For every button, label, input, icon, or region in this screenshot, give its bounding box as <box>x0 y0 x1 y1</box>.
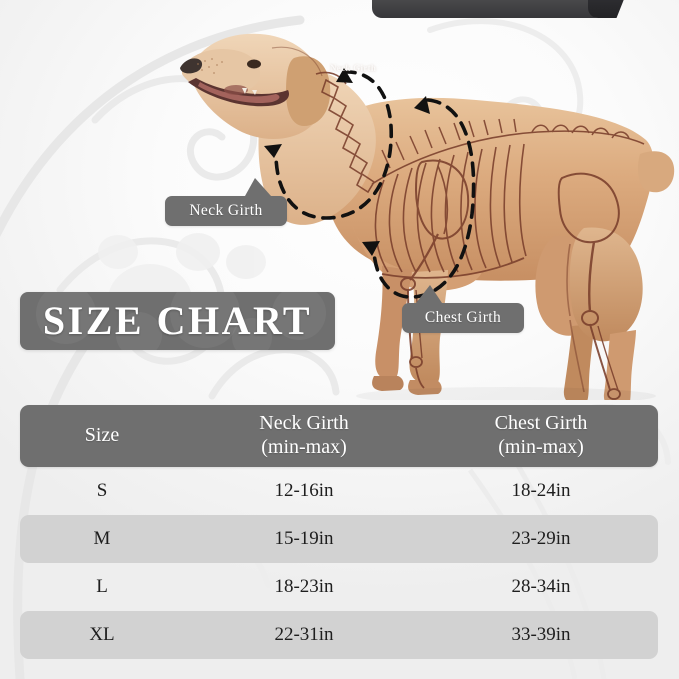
table-row: XL 22-31in 33-39in <box>20 611 658 659</box>
table-header-row: Size Neck Girth (min-max) Chest Girth (m… <box>20 405 658 467</box>
table-row: M 15-19in 23-29in <box>20 515 658 563</box>
column-header-neck-line2: (min-max) <box>261 436 347 458</box>
cell-neck: 22-31in <box>274 623 334 645</box>
callout-neck-label: Neck Girth <box>189 202 263 219</box>
cell-chest: 33-39in <box>511 623 571 645</box>
bokeh-circle <box>116 312 162 350</box>
cell-size: S <box>96 479 108 501</box>
cell-size: L <box>96 575 108 597</box>
cell-neck: 18-23in <box>274 575 334 597</box>
bokeh-circle <box>36 292 96 344</box>
column-header-chest-girth: Chest Girth (min-max) <box>424 412 658 459</box>
column-header-neck-girth: Neck Girth (min-max) <box>184 412 424 459</box>
table-row: L 18-23in 28-34in <box>20 563 658 611</box>
column-header-chest-line1: Chest Girth <box>494 412 588 435</box>
bokeh-circle <box>170 292 240 348</box>
callout-neck-girth: Neck Girth <box>165 178 287 226</box>
cell-chest: 28-34in <box>511 575 571 597</box>
callout-pointer-icon <box>245 178 271 196</box>
column-header-neck-line1: Neck Girth <box>259 412 349 435</box>
column-header-size-line1: Size <box>84 424 120 447</box>
cell-chest: 18-24in <box>511 479 571 501</box>
cell-neck: 15-19in <box>274 527 334 549</box>
column-header-chest-line2: (min-max) <box>498 436 584 458</box>
callout-pointer-icon <box>416 285 442 303</box>
page-title: SIZE CHART <box>42 298 313 343</box>
cell-size: M <box>93 527 111 549</box>
cell-chest: 23-29in <box>511 527 571 549</box>
cell-size: XL <box>89 623 115 645</box>
size-chart-title-banner: SIZE CHART <box>20 292 335 350</box>
bokeh-circle <box>232 318 272 350</box>
dog-anatomy-illustration <box>176 28 676 400</box>
cell-neck: 12-16in <box>274 479 334 501</box>
table-row: S 12-16in 18-24in <box>20 467 658 515</box>
bokeh-circle <box>272 292 326 340</box>
callout-chest-girth: Chest Girth <box>402 285 524 333</box>
callout-chest-label: Chest Girth <box>424 309 502 326</box>
size-table: Size Neck Girth (min-max) Chest Girth (m… <box>20 405 658 659</box>
ghost-neck-label: Neck Girth <box>330 63 377 73</box>
column-header-size: Size <box>20 424 184 448</box>
